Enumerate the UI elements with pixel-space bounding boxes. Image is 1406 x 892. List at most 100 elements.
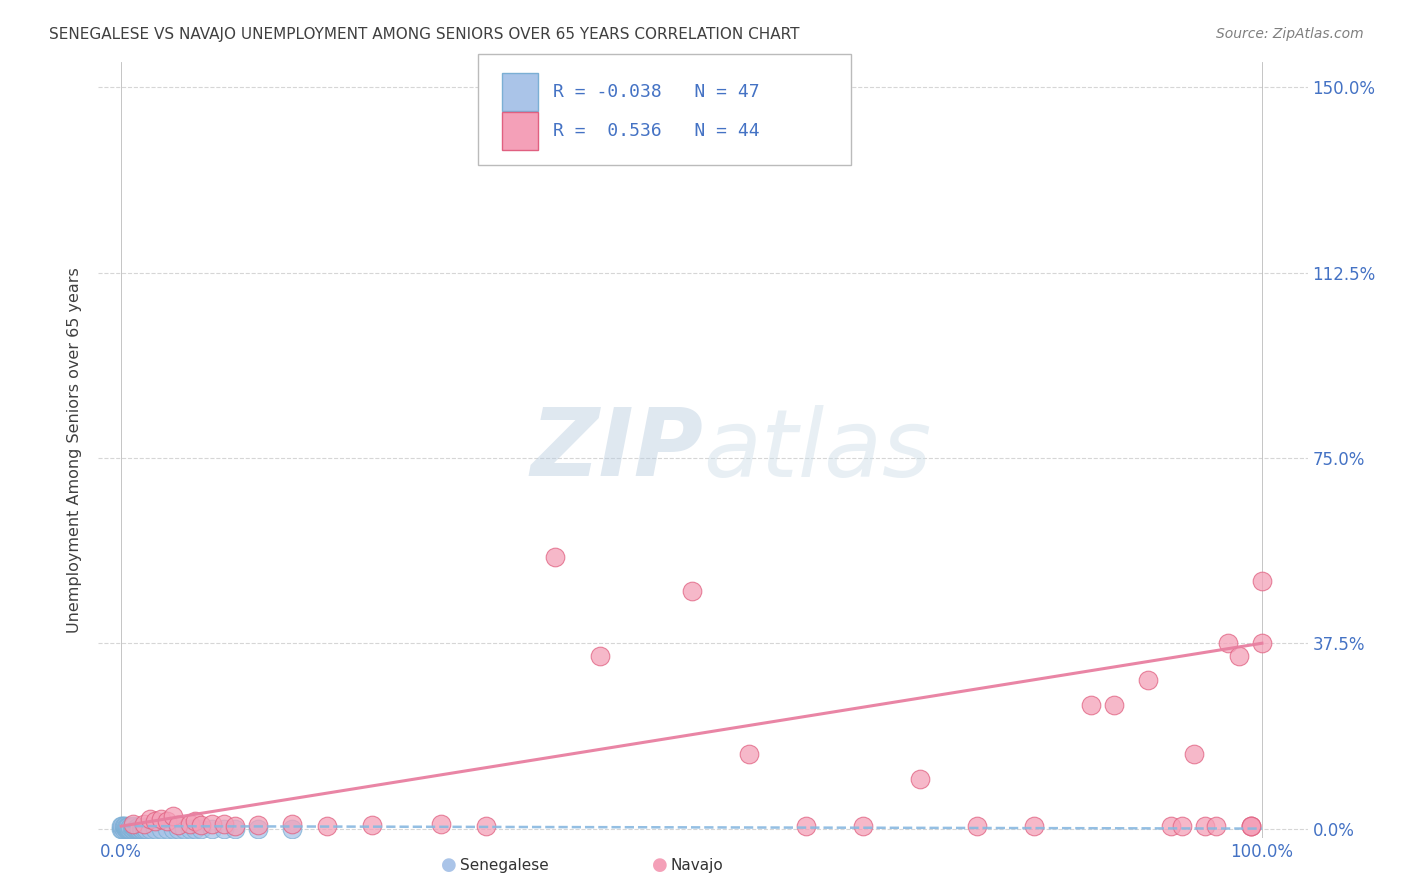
Point <box>1239 819 1261 833</box>
Point <box>589 648 612 663</box>
Point <box>190 822 212 836</box>
Point <box>156 814 179 829</box>
Text: R =  0.536   N = 44: R = 0.536 N = 44 <box>553 122 759 140</box>
Point <box>1227 648 1250 663</box>
Point <box>224 819 246 833</box>
Point <box>544 549 567 564</box>
Point <box>224 822 246 836</box>
Point <box>281 816 304 830</box>
Point <box>1080 698 1102 712</box>
Point <box>145 822 167 836</box>
Point <box>737 747 759 762</box>
Point <box>121 820 143 834</box>
Point <box>118 822 141 836</box>
Point <box>162 809 184 823</box>
Point <box>111 819 134 833</box>
Point <box>247 817 270 831</box>
Text: SENEGALESE VS NAVAJO UNEMPLOYMENT AMONG SENIORS OVER 65 YEARS CORRELATION CHART: SENEGALESE VS NAVAJO UNEMPLOYMENT AMONG … <box>49 27 800 42</box>
Point <box>1216 636 1239 650</box>
Point <box>681 584 703 599</box>
Point <box>150 812 173 826</box>
Text: Source: ZipAtlas.com: Source: ZipAtlas.com <box>1216 27 1364 41</box>
Point <box>120 822 142 836</box>
Point <box>127 822 149 836</box>
Point <box>1239 819 1261 833</box>
Point <box>114 819 136 833</box>
Point <box>117 822 139 836</box>
Point <box>135 822 157 836</box>
Point <box>114 822 136 836</box>
Text: ZIP: ZIP <box>530 404 703 497</box>
Point <box>184 822 207 836</box>
Point <box>1239 819 1261 833</box>
Point <box>212 816 235 830</box>
Point <box>167 817 190 831</box>
Point <box>247 822 270 836</box>
Point <box>124 822 146 836</box>
Point <box>315 819 337 833</box>
Point <box>794 819 817 833</box>
Point <box>139 822 162 836</box>
Point <box>201 822 224 836</box>
Point <box>908 772 931 787</box>
Text: R = -0.038   N = 47: R = -0.038 N = 47 <box>553 83 759 101</box>
Point <box>115 822 138 836</box>
Point <box>179 816 201 830</box>
Point <box>115 820 138 834</box>
Point <box>190 817 212 831</box>
Point <box>475 819 498 833</box>
Point <box>127 820 149 834</box>
Y-axis label: Unemployment Among Seniors over 65 years: Unemployment Among Seniors over 65 years <box>67 268 83 633</box>
Point <box>1205 819 1227 833</box>
Point <box>1182 747 1205 762</box>
Point <box>114 820 136 834</box>
Point <box>131 822 153 836</box>
Point <box>127 822 149 836</box>
Text: Navajo: Navajo <box>671 858 724 872</box>
Point <box>429 816 451 830</box>
Point <box>156 822 179 836</box>
Point <box>184 814 207 829</box>
Point <box>117 820 139 834</box>
Point <box>132 816 155 830</box>
Point <box>139 812 162 826</box>
Point <box>852 819 875 833</box>
Point <box>201 816 224 830</box>
Point <box>162 822 184 836</box>
Point <box>129 822 152 836</box>
Text: Senegalese: Senegalese <box>460 858 548 872</box>
Point <box>1160 819 1182 833</box>
Point <box>132 820 155 834</box>
Point <box>1171 819 1194 833</box>
Point <box>167 822 190 836</box>
Text: ●: ● <box>441 856 457 874</box>
Point <box>125 822 148 836</box>
Point <box>112 819 135 833</box>
Point <box>145 814 167 829</box>
Point <box>1136 673 1159 688</box>
Point <box>112 822 135 836</box>
Point <box>150 822 173 836</box>
Point <box>128 822 150 836</box>
Point <box>120 820 142 834</box>
Point <box>1022 819 1045 833</box>
Point <box>1194 819 1216 833</box>
Point <box>361 817 384 831</box>
Text: ●: ● <box>652 856 668 874</box>
Point <box>132 822 155 836</box>
Point <box>121 822 143 836</box>
Point <box>110 819 132 833</box>
Point <box>111 822 134 836</box>
Point <box>212 822 235 836</box>
Point <box>966 819 988 833</box>
Text: atlas: atlas <box>703 405 931 496</box>
Point <box>110 822 132 836</box>
Point <box>1251 636 1274 650</box>
Point <box>1251 574 1274 589</box>
Point <box>1102 698 1125 712</box>
Point <box>173 822 195 836</box>
Point <box>281 822 304 836</box>
Point <box>179 822 201 836</box>
Point <box>121 822 143 836</box>
Point <box>114 820 136 834</box>
